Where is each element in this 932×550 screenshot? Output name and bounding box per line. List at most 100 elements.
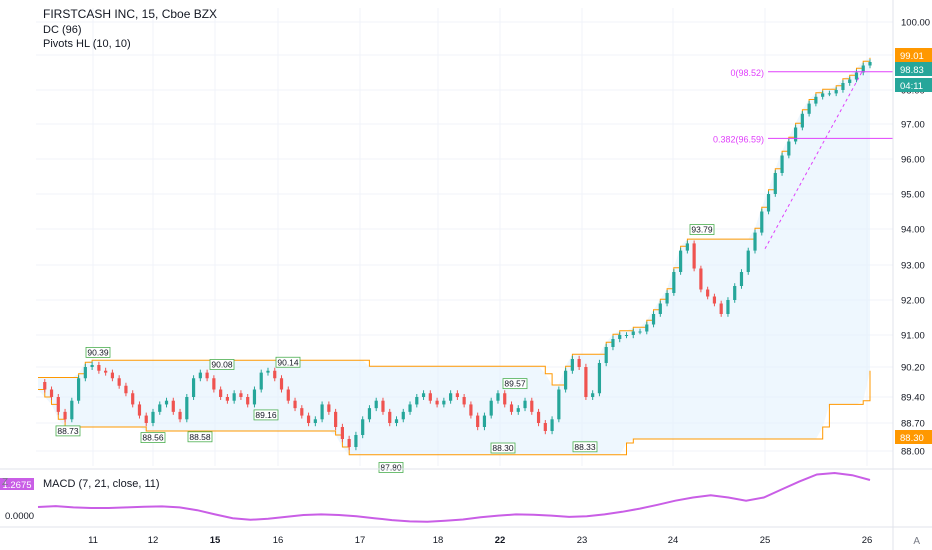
pivot-box-4 (209, 359, 235, 370)
candle-body (773, 173, 777, 194)
x-tick-6: 22 (495, 535, 506, 546)
candle-body (719, 303, 723, 314)
candle-body (367, 408, 372, 420)
y-tick-9: 91.00 (901, 331, 925, 342)
candle-body (604, 347, 608, 363)
candle-body (780, 155, 784, 173)
candle-body (706, 289, 710, 297)
x-tick-4: 17 (355, 535, 366, 546)
candle-body (158, 404, 162, 412)
candle-body (651, 314, 656, 325)
candle-body (455, 393, 459, 397)
pivot-box-10 (572, 441, 598, 453)
pivot-label-10: 88.33 (574, 442, 596, 452)
last-price-tag-box (895, 62, 932, 76)
y-tick-5: 95.00 (901, 190, 925, 201)
candle-body (110, 372, 115, 379)
candle-body (692, 243, 696, 269)
candle-body (421, 393, 426, 397)
pivot-label-8: 88.30 (492, 443, 514, 453)
candle-body (699, 268, 703, 290)
candle-body (76, 378, 81, 401)
candle-body (239, 393, 243, 397)
chart-title: FIRSTCASH INC, 15, Cboe BZX (43, 7, 218, 21)
candle-body (854, 72, 859, 80)
y-tick-8: 92.00 (901, 296, 925, 307)
macd-value-label: 1.2675 (2, 480, 31, 491)
candle-body (415, 397, 419, 405)
fib-label-0: 0(98.52) (730, 68, 764, 78)
pivot-label-9: 89.57 (504, 379, 526, 389)
candle-body (131, 393, 135, 405)
pane-a-label: A (913, 536, 920, 547)
candle-body (388, 411, 392, 423)
candle-body (564, 370, 568, 390)
pivot-label-7: 87.80 (380, 463, 402, 473)
candle-body (394, 419, 399, 423)
candle-body (827, 93, 832, 95)
candle-body (320, 404, 324, 420)
candle-body (361, 419, 365, 435)
x-tick-1: 12 (148, 535, 159, 546)
candle-body (212, 378, 216, 390)
candle-body (631, 331, 635, 335)
pivot-label-0: 90.39 (87, 347, 109, 357)
indicator-dc-label: DC (96) (43, 24, 82, 36)
pane-z-label: Z (2, 477, 9, 488)
candle-body (49, 389, 54, 397)
candle-body (733, 286, 737, 300)
candle-body (665, 293, 669, 304)
candle-body (645, 324, 649, 332)
pivot-box-11 (689, 224, 715, 235)
candle-body (868, 62, 872, 66)
pivot-box-1 (55, 425, 81, 437)
candle-body (117, 378, 121, 386)
pivot-label-5: 89.16 (255, 410, 277, 420)
candle-body (685, 243, 689, 251)
countdown-tag: 04:11 (900, 81, 923, 92)
candle-body (191, 378, 196, 397)
candle-body (570, 359, 574, 371)
candle-body (70, 400, 74, 420)
y-tick-6: 94.00 (901, 225, 925, 236)
pivot-box-0 (85, 346, 111, 358)
candle-body (124, 385, 128, 394)
x-tick-0: 11 (88, 535, 98, 546)
macd-line (37, 471, 871, 523)
candles (43, 59, 872, 451)
candle-body (658, 303, 662, 314)
candle-body (611, 339, 615, 347)
pivot-box-5 (253, 409, 279, 421)
x-tick-9: 25 (760, 535, 771, 546)
candle-body (293, 400, 297, 409)
channel-fill (38, 57, 870, 455)
pivot-label-6: 90.14 (277, 357, 299, 367)
channel-lower (38, 370, 871, 456)
candle-body (442, 400, 446, 405)
candle-body (300, 408, 304, 416)
candle-body (618, 335, 622, 339)
candle-body (97, 365, 101, 371)
pivot-box-2 (140, 432, 166, 444)
candle-body (557, 389, 561, 420)
candle-body (219, 389, 223, 397)
candle-body (178, 411, 182, 420)
y-tick-3: 97.00 (901, 120, 925, 131)
pivot-label-11: 93.79 (691, 225, 713, 235)
x-tick-3: 16 (273, 535, 284, 546)
candle-body (252, 389, 257, 405)
candle-body (476, 415, 480, 427)
pivot-box-7 (378, 462, 404, 473)
pivot-label-4: 90.08 (211, 360, 233, 370)
candle-body (246, 397, 250, 405)
candle-body (340, 427, 344, 439)
candle-body (63, 411, 67, 420)
candle-body (584, 367, 588, 397)
candle-body (164, 400, 169, 405)
y-tick-10: 90.20 (901, 363, 925, 374)
time-axis[interactable]: 11 12 15 16 17 18 22 23 24 25 26 (88, 535, 872, 546)
candle-body (273, 370, 277, 379)
candle-body (401, 411, 405, 420)
candle-body (516, 408, 520, 412)
